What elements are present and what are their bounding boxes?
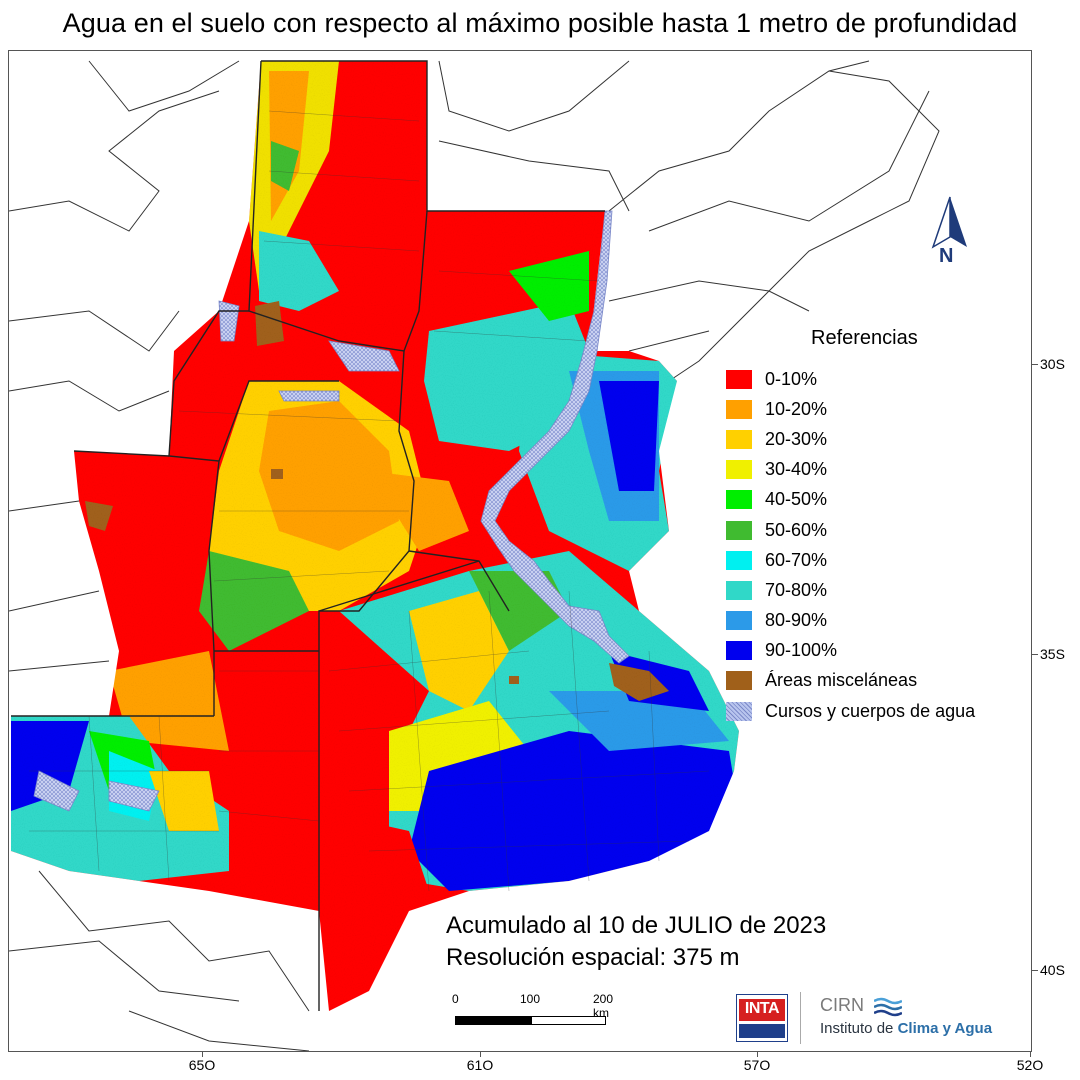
legend-swatch <box>726 611 752 631</box>
legend-label: 20-30% <box>765 428 828 449</box>
lat-label-35s: 35S <box>1040 646 1065 662</box>
spatial-resolution: Resolución espacial: 375 m <box>446 944 740 971</box>
map-title: Agua en el suelo con respecto al máximo … <box>62 8 1018 38</box>
logo-separator <box>800 992 801 1044</box>
legend-swatch <box>726 550 752 570</box>
lat-label-40s: 40S <box>1040 962 1065 978</box>
legend-rows: 0-10% 10-20% 20-30% 30-40% 40-50% 50-60% 60-70… <box>726 364 1036 726</box>
legend-swatch <box>726 369 752 389</box>
legend-label: 10-20% <box>765 398 828 419</box>
cirn-logo: CIRN Instituto de Clima y Agua <box>820 995 1020 1043</box>
legend-item: 10-20% <box>726 394 1036 424</box>
legend-swatch <box>726 641 752 661</box>
cirn-subtitle: Instituto de Clima y Agua <box>820 1020 992 1037</box>
legend-item: 40-50% <box>726 485 1036 515</box>
province-boundaries <box>11 60 605 1011</box>
legend-title: Referencias <box>811 327 918 349</box>
legend-label: 0-10% <box>765 368 818 389</box>
legend-item: 20-30% <box>726 424 1036 454</box>
wave-icon <box>874 997 902 1017</box>
neighbor-boundaries <box>9 60 940 1051</box>
lon-label-65o: 65O <box>188 1057 216 1073</box>
inta-logo-text: INTA <box>744 1000 780 1017</box>
lon-label-61o: 61O <box>466 1057 494 1073</box>
tick-35s <box>1032 654 1038 655</box>
legend-swatch <box>726 399 752 419</box>
scale-segment-black <box>455 1016 531 1025</box>
tick-61o <box>480 1052 481 1057</box>
legend-label: 80-90% <box>765 610 828 631</box>
lat-label-30s: 30S <box>1040 356 1065 372</box>
legend-label: 90-100% <box>765 640 838 661</box>
info-text: Acumulado al 10 de JULIO de 2023 Resoluc… <box>446 910 826 974</box>
map-frame <box>8 50 1032 1052</box>
cirn-subtitle-b: Clima y Agua <box>897 1020 993 1037</box>
legend-swatch <box>726 701 752 721</box>
legend-swatch <box>726 520 752 540</box>
legend-item: 30-40% <box>726 455 1036 485</box>
accumulated-date: Acumulado al 10 de JULIO de 2023 <box>446 912 827 939</box>
legend-label: Cursos y cuerpos de agua <box>765 700 976 721</box>
legend-label: 50-60% <box>765 519 828 540</box>
lon-label-52o: 52O <box>1016 1057 1044 1073</box>
legend-item: 50-60% <box>726 515 1036 545</box>
tick-57o <box>757 1052 758 1057</box>
legend-swatch <box>726 490 752 510</box>
legend-item: 60-70% <box>726 545 1036 575</box>
lon-label-57o: 57O <box>743 1057 771 1073</box>
legend-item: Áreas misceláneas <box>726 666 1036 696</box>
north-arrow-icon: N <box>925 195 975 275</box>
legend-item: 80-90% <box>726 606 1036 636</box>
scale-segment-white <box>531 1016 606 1025</box>
inta-logo: INTA <box>735 993 789 1043</box>
legend-swatch <box>726 460 752 480</box>
tick-40s <box>1032 970 1038 971</box>
scale-label-100: 100 <box>520 992 541 1006</box>
cirn-subtitle-a: Instituto de <box>820 1020 898 1037</box>
tick-52o <box>1030 1052 1031 1057</box>
tick-30s <box>1032 364 1038 365</box>
legend-label: 30-40% <box>765 459 828 480</box>
legend-label: 60-70% <box>765 549 828 570</box>
legend: Referencias 0-10% 10-20% 20-30% 30-40% 40-50… <box>726 327 1036 726</box>
legend-item: 90-100% <box>726 636 1036 666</box>
legend-swatch <box>726 580 752 600</box>
scale-label-0: 0 <box>452 992 459 1006</box>
legend-label: Áreas misceláneas <box>765 670 918 691</box>
legend-swatch <box>726 671 752 691</box>
soil-moisture-map <box>9 60 940 1051</box>
department-boundaries <box>29 110 710 892</box>
legend-item: 0-10% <box>726 364 1036 394</box>
water-bodies <box>33 210 630 812</box>
legend-label: 70-80% <box>765 579 828 600</box>
legend-swatch <box>726 429 752 449</box>
north-label: N <box>939 245 954 267</box>
cirn-logo-text: CIRN <box>820 995 864 1015</box>
legend-label: 40-50% <box>765 489 828 510</box>
tick-65o <box>202 1052 203 1057</box>
scale-bar: 0 100 200 km <box>445 992 625 1032</box>
legend-item: Cursos y cuerpos de agua <box>726 696 1036 726</box>
legend-item: 70-80% <box>726 575 1036 605</box>
